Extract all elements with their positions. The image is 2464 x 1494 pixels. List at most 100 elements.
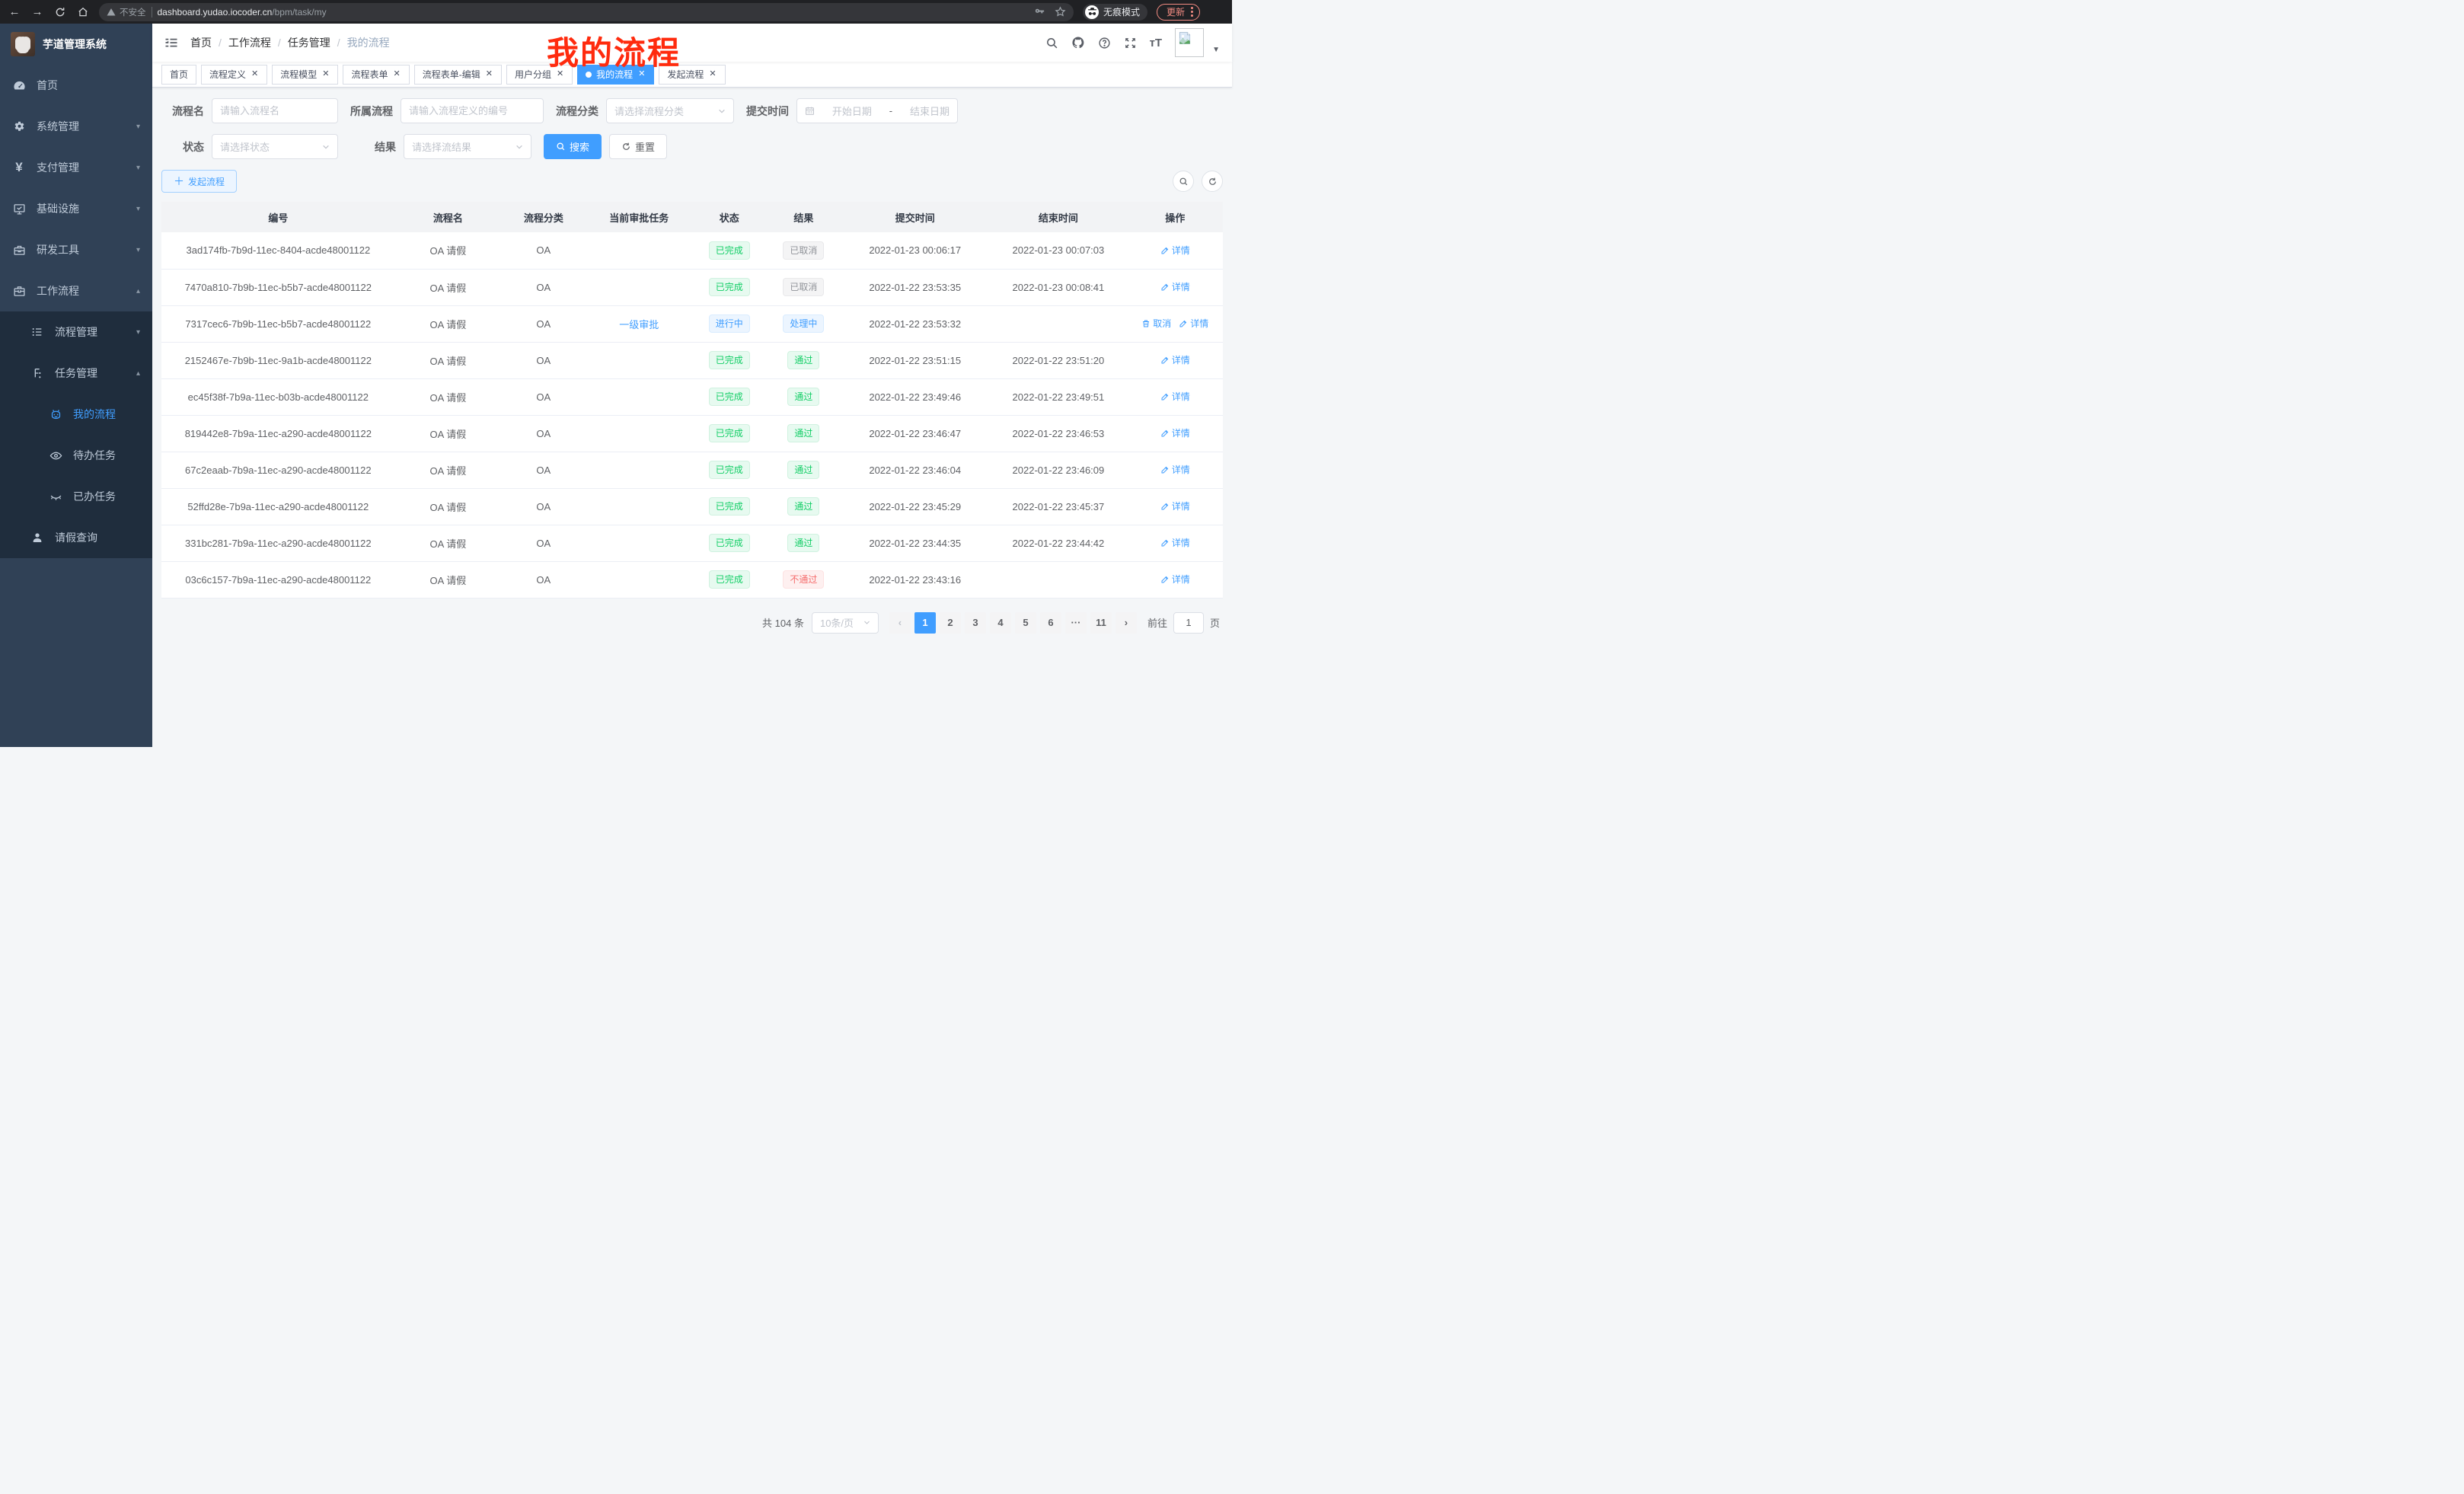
- browser-forward-button[interactable]: →: [31, 5, 43, 18]
- tab-start-process[interactable]: 发起流程 ✕: [659, 64, 726, 85]
- sidebar-item-devtools[interactable]: 研发工具 ▾: [0, 229, 152, 270]
- browser-reload-button[interactable]: [53, 7, 67, 18]
- sidebar-item-leave-query[interactable]: 请假查询: [0, 517, 152, 558]
- sidebar-item-task-mgmt[interactable]: 任务管理 ▴: [0, 353, 152, 394]
- detail-action-link[interactable]: 详情: [1160, 500, 1190, 512]
- page-button-4[interactable]: 4: [989, 611, 1011, 634]
- close-icon[interactable]: ✕: [485, 69, 493, 78]
- not-secure-warning[interactable]: 不安全: [107, 6, 146, 18]
- browser-toolbar: ← → 不安全 dashboard.yudao.iocoder.cn/bpm/t…: [0, 0, 1232, 24]
- filter-label-status: 状态: [183, 140, 204, 153]
- page-button-1[interactable]: 1: [914, 611, 936, 634]
- prev-page-button[interactable]: ‹: [889, 611, 911, 634]
- detail-action-link[interactable]: 详情: [1160, 390, 1190, 403]
- page-button-5[interactable]: 5: [1014, 611, 1036, 634]
- tab-process-form[interactable]: 流程表单 ✕: [343, 64, 410, 85]
- refresh-table-button[interactable]: [1202, 171, 1223, 192]
- breadcrumb-home[interactable]: 首页: [190, 37, 212, 49]
- goto-page-input[interactable]: [1173, 611, 1204, 634]
- row-current-task: [586, 269, 692, 306]
- row-end-time: 2022-01-22 23:46:53: [989, 415, 1128, 452]
- close-icon[interactable]: ✕: [638, 69, 646, 78]
- show-search-toggle-button[interactable]: [1173, 171, 1194, 192]
- search-icon[interactable]: [1045, 37, 1058, 49]
- app-title: 芋道管理系统: [43, 38, 107, 50]
- detail-action-link[interactable]: 详情: [1160, 353, 1190, 366]
- status-select[interactable]: 请选择状态: [212, 134, 338, 159]
- address-bar[interactable]: 不安全 dashboard.yudao.iocoder.cn/bpm/task/…: [99, 2, 1074, 21]
- breadcrumb-task-mgmt[interactable]: 任务管理: [287, 37, 330, 49]
- row-category: OA: [501, 305, 586, 343]
- create-process-button[interactable]: ＋ 发起流程: [161, 170, 238, 193]
- detail-action-link[interactable]: 详情: [1160, 573, 1190, 586]
- caret-down-icon[interactable]: ▼: [1212, 46, 1220, 54]
- row-current-task: [586, 561, 692, 599]
- page-size-select[interactable]: 10条/页: [811, 611, 879, 634]
- search-button[interactable]: 搜索: [544, 134, 602, 159]
- page-button-6[interactable]: 6: [1039, 611, 1061, 634]
- help-icon[interactable]: [1098, 37, 1111, 49]
- chevron-up-icon: ▴: [136, 286, 140, 295]
- tab-process-model[interactable]: 流程模型 ✕: [272, 64, 339, 85]
- page-button-3[interactable]: 3: [964, 611, 986, 634]
- close-icon[interactable]: ✕: [556, 69, 564, 78]
- close-icon[interactable]: ✕: [393, 69, 401, 78]
- current-task-link[interactable]: 一级审批: [619, 318, 659, 330]
- password-key-icon[interactable]: [1034, 6, 1045, 18]
- row-current-task: 一级审批: [586, 305, 692, 343]
- process-def-input[interactable]: [401, 98, 544, 123]
- detail-action-link[interactable]: 详情: [1160, 536, 1190, 549]
- sidebar-item-infra[interactable]: 基础设施 ▾: [0, 188, 152, 229]
- detail-action-link[interactable]: 详情: [1160, 280, 1190, 293]
- page-button-2[interactable]: 2: [939, 611, 961, 634]
- sidebar-item-my-process[interactable]: 我的流程: [0, 394, 152, 435]
- tab-my-process[interactable]: 我的流程 ✕: [577, 64, 655, 85]
- next-page-button[interactable]: ›: [1115, 611, 1137, 634]
- row-category: OA: [501, 415, 586, 452]
- close-icon[interactable]: ✕: [709, 69, 717, 78]
- result-select[interactable]: 请选择流结果: [404, 134, 531, 159]
- avatar[interactable]: [1175, 28, 1205, 57]
- tab-user-group[interactable]: 用户分组 ✕: [506, 64, 573, 85]
- close-icon[interactable]: ✕: [251, 69, 259, 78]
- sidebar-item-todo-tasks[interactable]: 待办任务: [0, 435, 152, 476]
- sidebar-item-workflow[interactable]: 工作流程 ▴: [0, 270, 152, 311]
- process-name-input[interactable]: [212, 98, 338, 123]
- table-row: 819442e8-7b9a-11ec-a290-acde48001122 OA 请…: [161, 415, 1223, 452]
- tab-process-form-edit[interactable]: 流程表单-编辑 ✕: [413, 64, 502, 85]
- row-end-time: 2022-01-23 00:08:41: [989, 269, 1128, 306]
- cancel-action-link[interactable]: 取消: [1141, 317, 1171, 330]
- browser-menu-icon[interactable]: [1191, 7, 1194, 17]
- tab-process-definition[interactable]: 流程定义 ✕: [201, 64, 268, 85]
- close-icon[interactable]: ✕: [322, 69, 330, 78]
- sidebar-item-process-mgmt[interactable]: 流程管理 ▾: [0, 311, 152, 353]
- browser-update-button[interactable]: 更新: [1157, 3, 1201, 21]
- fullscreen-icon[interactable]: [1124, 37, 1137, 49]
- sidebar-item-system[interactable]: 系统管理 ▾: [0, 106, 152, 147]
- filter-label-process-def: 所属流程: [350, 104, 393, 117]
- font-size-icon[interactable]: ᴛT: [1149, 36, 1163, 49]
- bookmark-star-icon[interactable]: [1055, 6, 1066, 18]
- row-process-name: OA 请假: [394, 269, 502, 306]
- page-ellipsis[interactable]: ···: [1064, 611, 1087, 634]
- sidebar-item-payment[interactable]: ¥ 支付管理 ▾: [0, 147, 152, 188]
- row-current-task: [586, 452, 692, 489]
- row-result-badge: 不通过: [783, 570, 825, 589]
- detail-action-link[interactable]: 详情: [1160, 426, 1190, 439]
- tab-home[interactable]: 首页: [161, 64, 197, 85]
- github-icon[interactable]: [1071, 36, 1085, 49]
- detail-action-link[interactable]: 详情: [1179, 317, 1208, 330]
- submit-time-range-picker[interactable]: 开始日期 - 结束日期: [796, 98, 958, 123]
- detail-action-link[interactable]: 详情: [1160, 244, 1190, 257]
- sidebar-item-done-tasks[interactable]: 已办任务: [0, 476, 152, 517]
- browser-home-button[interactable]: [76, 7, 90, 18]
- detail-action-link[interactable]: 详情: [1160, 463, 1190, 476]
- page-button-11[interactable]: 11: [1090, 611, 1112, 634]
- eye-closed-icon: [49, 490, 62, 503]
- breadcrumb-workflow[interactable]: 工作流程: [228, 37, 271, 49]
- browser-back-button[interactable]: ←: [8, 5, 21, 18]
- reset-button[interactable]: 重置: [609, 134, 668, 159]
- sidebar-item-home[interactable]: 首页: [0, 65, 152, 106]
- sidebar-toggle-icon[interactable]: [164, 36, 178, 49]
- category-select[interactable]: 请选择流程分类: [606, 98, 734, 123]
